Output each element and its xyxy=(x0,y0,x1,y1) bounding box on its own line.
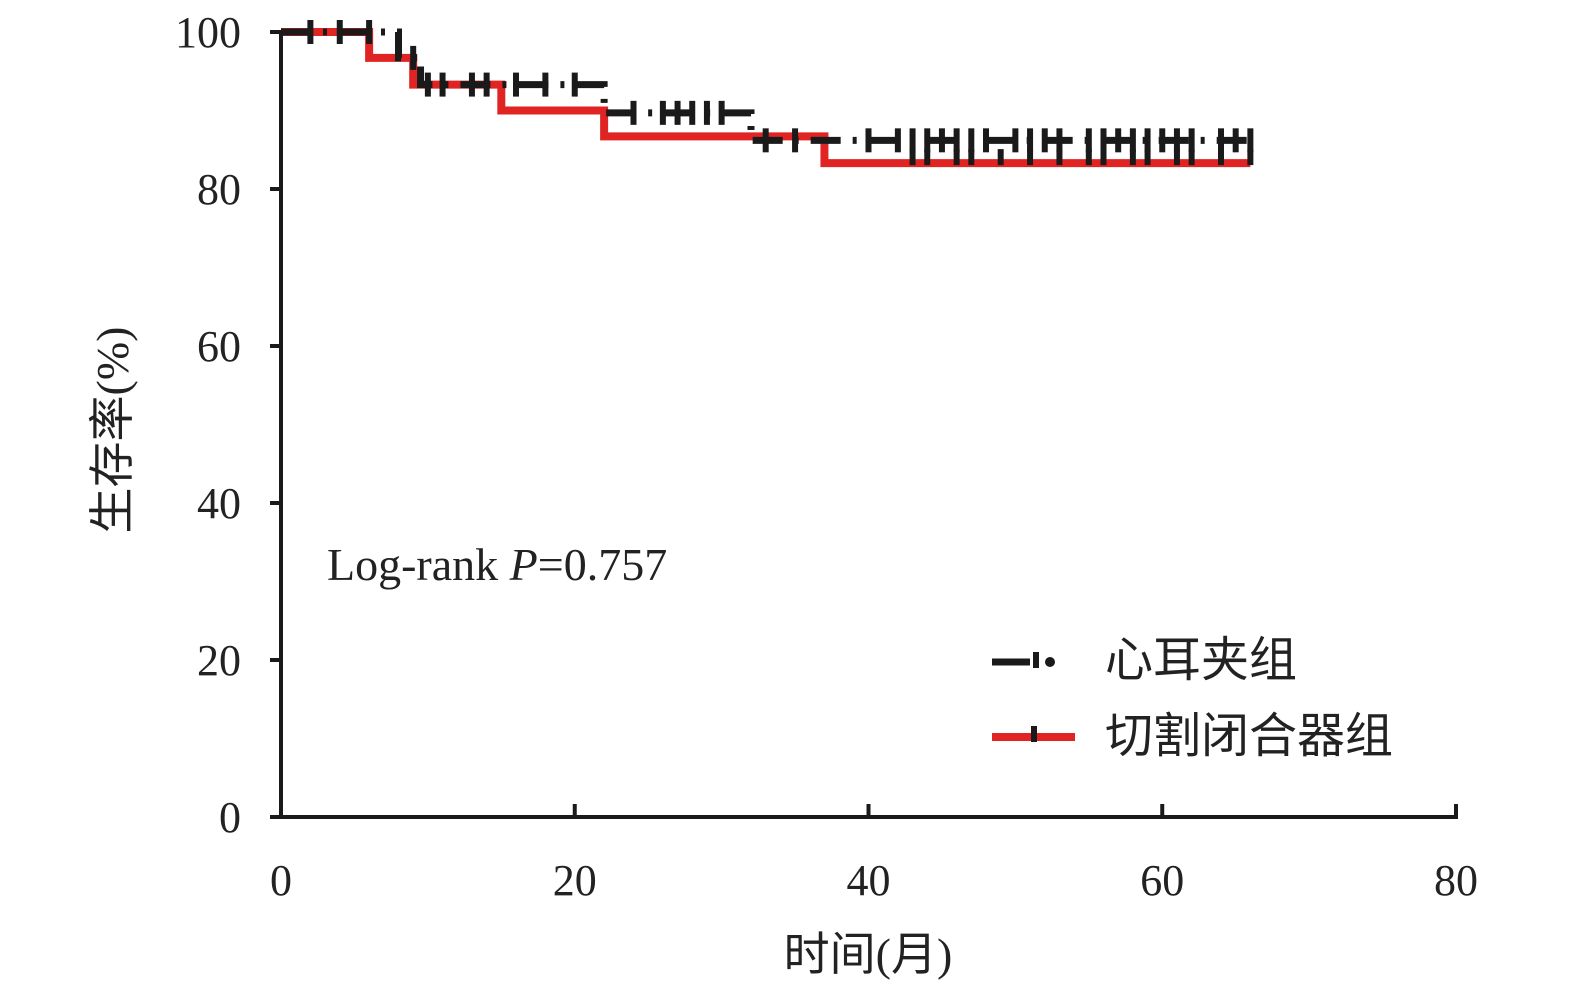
legend-entry-clip: 心耳夹组 xyxy=(992,634,1297,687)
x-tick-label: 0 xyxy=(270,856,292,905)
x-tick-label: 80 xyxy=(1434,856,1478,905)
series-line-clip xyxy=(281,28,1251,144)
annotation-p-symbol: P xyxy=(509,539,538,590)
y-tick-label: 60 xyxy=(197,322,241,371)
y-tick-label: 100 xyxy=(175,8,241,57)
legend-swatch-clip-dot xyxy=(1045,657,1055,667)
x-axis-title: 时间(月) xyxy=(784,929,953,980)
y-tick-label: 20 xyxy=(197,636,241,685)
x-tick-label: 20 xyxy=(553,856,597,905)
x-tick-label: 60 xyxy=(1140,856,1184,905)
legend: 心耳夹组 切割闭合器组 xyxy=(992,634,1393,763)
legend-label-clip: 心耳夹组 xyxy=(1105,634,1297,687)
x-tick-label: 40 xyxy=(847,856,891,905)
y-tick-label: 80 xyxy=(197,165,241,214)
legend-entry-stapler: 切割闭合器组 xyxy=(992,710,1393,763)
y-tick-label: 40 xyxy=(197,479,241,528)
axes xyxy=(270,30,1458,819)
tick-labels: 0 20 40 60 80 100 0 20 40 60 80 xyxy=(175,8,1478,905)
legend-label-stapler: 切割闭合器组 xyxy=(1105,710,1393,763)
y-axis-title: 生存率(%) xyxy=(87,327,138,534)
series-clip xyxy=(281,20,1254,153)
log-rank-annotation: Log-rank P=0.757 xyxy=(327,539,667,590)
annotation-prefix: Log-rank xyxy=(327,539,510,590)
annotation-p-value: =0.757 xyxy=(538,539,667,590)
y-tick-label: 0 xyxy=(219,793,241,842)
series-layer xyxy=(281,20,1254,168)
